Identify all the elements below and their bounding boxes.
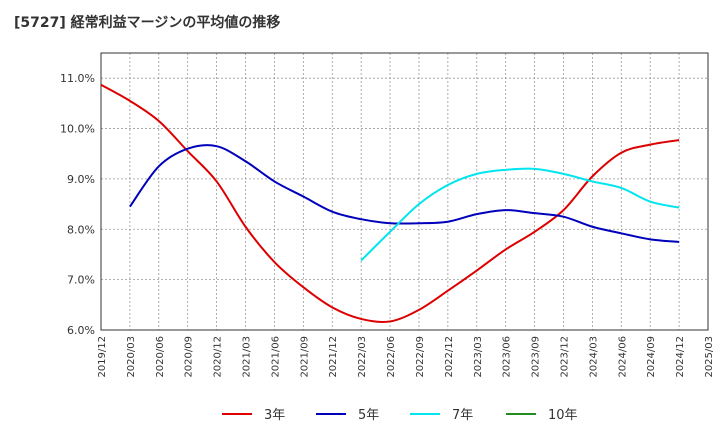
x-tick-label: 2020/12	[213, 336, 224, 378]
y-tick-label: 7.0%	[67, 274, 95, 287]
x-tick-label: 2020/06	[155, 336, 166, 378]
x-tick-label: 2022/06	[386, 336, 397, 378]
x-tick-label: 2021/12	[328, 336, 339, 378]
x-tick-label: 2023/09	[531, 336, 542, 378]
y-tick-label: 9.0%	[67, 173, 95, 186]
x-tick-label: 2022/09	[415, 336, 426, 378]
plot-area	[101, 53, 708, 330]
x-tick-label: 2021/09	[299, 336, 310, 378]
x-tick-label: 2023/12	[559, 336, 570, 378]
plot-border	[100, 52, 709, 331]
x-tick-label: 2020/09	[184, 336, 195, 378]
legend-label: 7年	[452, 408, 473, 423]
x-tick-label: 2024/09	[646, 336, 657, 378]
x-tick-label: 2025/03	[704, 336, 715, 378]
x-tick-label: 2024/12	[675, 336, 686, 378]
x-tick-label: 2021/06	[270, 336, 281, 378]
x-tick-label: 2021/03	[242, 336, 253, 378]
x-tick-label: 2024/03	[588, 336, 599, 378]
legend-label: 3年	[264, 408, 285, 423]
x-tick-label: 2022/03	[357, 336, 368, 378]
series-line-5年	[129, 144, 680, 243]
x-tick-label: 2024/06	[617, 336, 628, 378]
y-tick-label: 10.0%	[60, 123, 95, 136]
x-tick-label: 2022/12	[444, 336, 455, 378]
y-tick-label: 11.0%	[60, 72, 95, 85]
legend-label: 10年	[548, 408, 578, 423]
x-tick-label: 2023/03	[473, 336, 484, 378]
x-tick-label: 2019/12	[97, 336, 108, 378]
y-tick-label: 6.0%	[67, 324, 95, 337]
chart-title: [5727] 経常利益マージンの平均値の推移	[14, 15, 281, 31]
legend-label: 5年	[358, 408, 379, 423]
x-tick-label: 2020/03	[126, 336, 137, 378]
series-line-3年	[100, 83, 680, 324]
x-tick-label: 2023/06	[502, 336, 513, 378]
y-tick-label: 8.0%	[67, 223, 95, 236]
series-line-7年	[360, 167, 680, 262]
